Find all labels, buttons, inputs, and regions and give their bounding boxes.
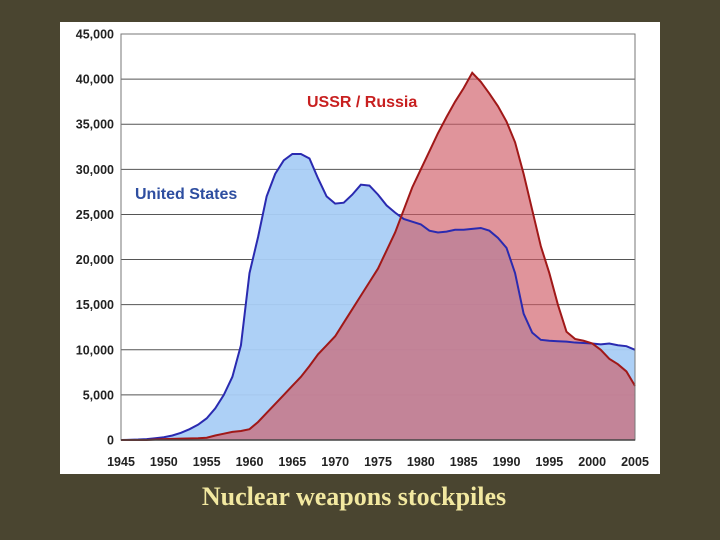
slide-caption: Nuclear weapons stockpiles — [201, 482, 507, 511]
y-tick-label: 35,000 — [76, 118, 114, 132]
y-tick-label: 30,000 — [76, 163, 114, 177]
x-tick-label: 1975 — [364, 455, 392, 469]
series-label-ussr-russia: USSR / Russia — [307, 94, 417, 111]
y-tick-label: 45,000 — [76, 28, 114, 42]
x-tick-label: 1990 — [493, 455, 521, 469]
y-tick-label: 0 — [107, 434, 114, 448]
y-tick-label: 20,000 — [76, 253, 114, 267]
chart-panel: 0 5,000 10,000 15,000 20,000 25,000 30,000 35,0… — [60, 22, 660, 474]
y-tick-label: 5,000 — [83, 388, 114, 402]
x-tick-label: 1965 — [278, 455, 306, 469]
x-tick-label: 1980 — [407, 455, 435, 469]
x-tick-label: 2005 — [621, 455, 649, 469]
y-tick-label: 25,000 — [76, 208, 114, 222]
line-ussr-russia — [121, 71, 636, 441]
x-tick-label: 1960 — [236, 455, 264, 469]
stockpile-chart: 0 5,000 10,000 15,000 20,000 25,000 30,000 35,0… — [76, 28, 649, 470]
x-tick-label: 1950 — [150, 455, 178, 469]
y-tick-label: 10,000 — [76, 343, 114, 357]
area-ussr-russia — [121, 72, 635, 441]
x-tick-label: 1945 — [107, 455, 135, 469]
y-tick-label: 15,000 — [76, 298, 114, 312]
x-tick-label: 1995 — [535, 455, 563, 469]
x-tick-label: 1955 — [193, 455, 221, 469]
series-label-united-states: United States — [135, 186, 237, 203]
x-tick-label: 1970 — [321, 455, 349, 469]
y-tick-label: 40,000 — [76, 73, 114, 87]
line-united-states — [120, 153, 636, 441]
x-tick-label: 2000 — [578, 455, 606, 469]
x-tick-label: 1985 — [450, 455, 478, 469]
